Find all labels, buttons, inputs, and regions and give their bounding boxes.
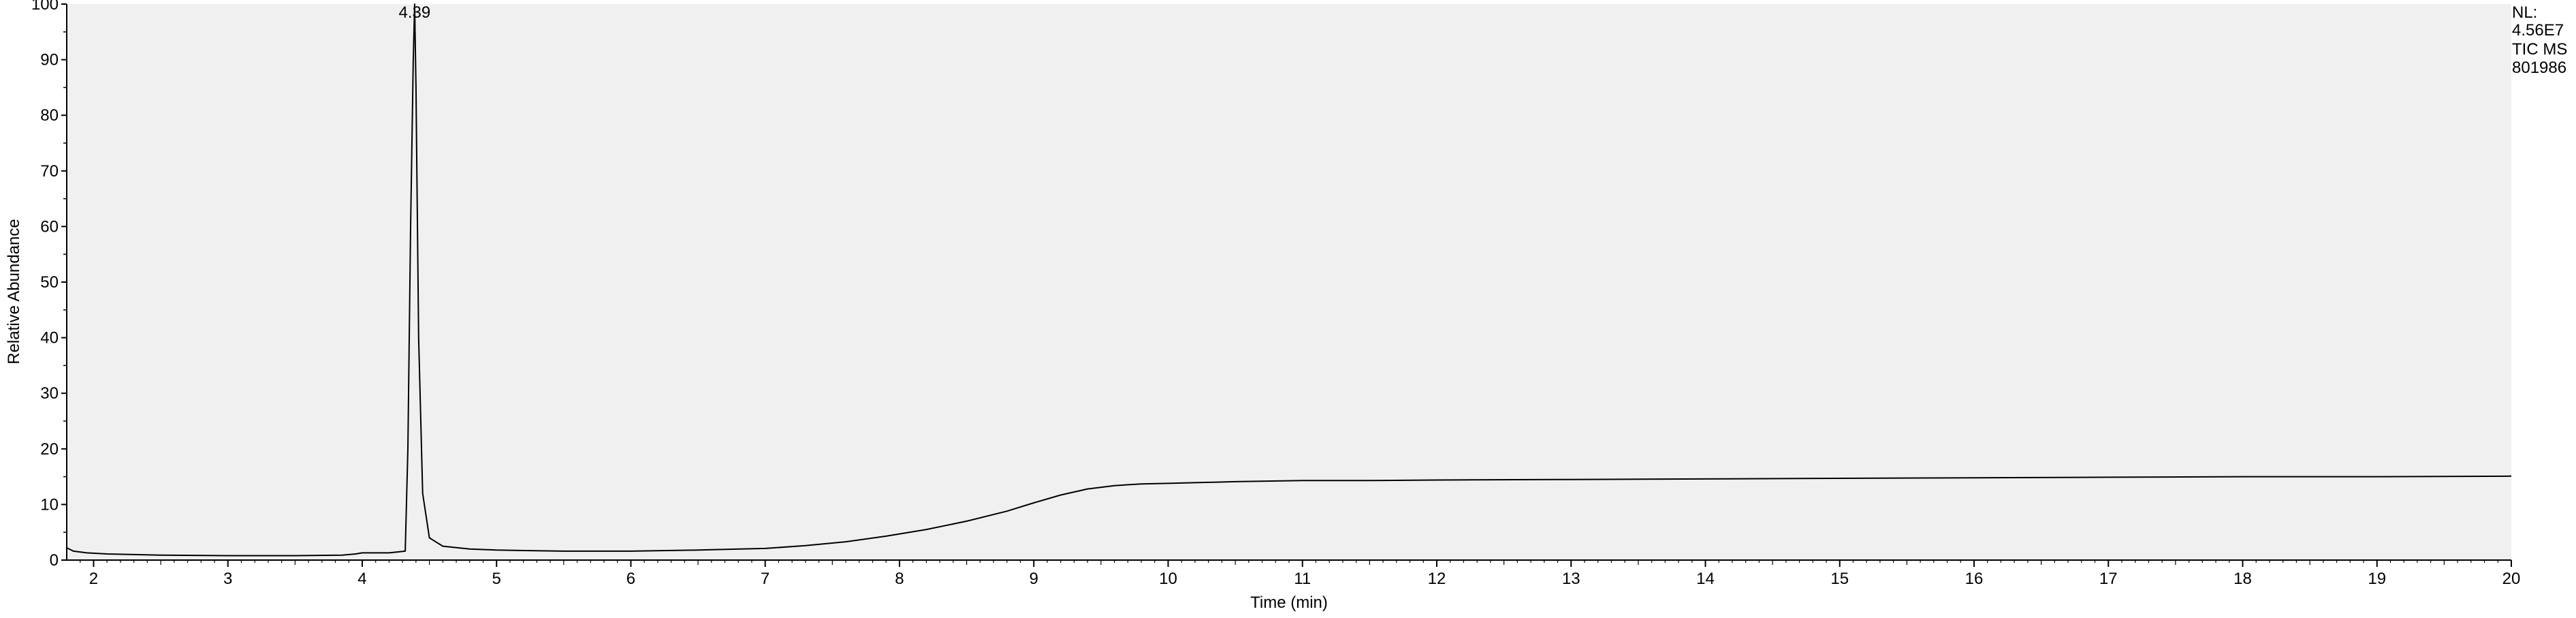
y-tick-label: 10	[40, 495, 59, 514]
y-tick-label: 50	[40, 273, 59, 292]
scan-filter-label: TIC MS	[2512, 40, 2568, 59]
x-tick-label: 11	[1294, 570, 1311, 588]
plot-background	[67, 4, 2511, 560]
y-axis-ticks: 0 10 20 30 40 50 60 70 80 90 100	[31, 0, 67, 570]
peak-annotation: 4.39	[399, 3, 431, 22]
x-tick-label: 18	[2233, 570, 2252, 588]
x-tick-label: 16	[1965, 570, 1984, 588]
x-tick-label: 10	[1159, 570, 1177, 588]
x-tick-label: 14	[1696, 570, 1715, 588]
x-axis-ticks: 2 3 4 5 6 7 8 9 10 11 12 13 14 15 16 17 18 19 20	[80, 560, 2521, 588]
x-tick-label: 15	[1830, 570, 1849, 588]
y-tick-label: 70	[40, 162, 59, 181]
x-tick-label: 3	[223, 570, 232, 588]
x-axis-label: Time (min)	[1250, 593, 1328, 612]
x-tick-label: 9	[1030, 570, 1038, 588]
y-tick-label: 40	[40, 329, 59, 347]
y-tick-label: 90	[40, 51, 59, 69]
x-tick-label: 2	[89, 570, 98, 588]
y-tick-label: 0	[50, 551, 59, 570]
x-tick-label: 17	[2099, 570, 2118, 588]
sample-id-label: 801986	[2512, 59, 2567, 77]
x-tick-label: 13	[1562, 570, 1580, 588]
x-tick-label: 20	[2502, 570, 2521, 588]
y-axis-label: Relative Abundance	[5, 219, 23, 365]
normalization-value: 4.56E7	[2512, 21, 2564, 40]
y-tick-label: 30	[40, 384, 59, 403]
normalization-label: NL:	[2512, 3, 2538, 22]
x-tick-label: 6	[626, 570, 635, 588]
x-tick-label: 8	[895, 570, 904, 588]
series-line-0	[66, 3, 2512, 557]
x-tick-label: 4	[357, 570, 366, 588]
x-tick-label: 12	[1428, 570, 1446, 588]
y-tick-label: 80	[40, 106, 59, 125]
x-tick-label: 19	[2368, 570, 2386, 588]
y-tick-label: 100	[31, 0, 59, 14]
x-tick-label: 7	[761, 570, 769, 588]
y-tick-label: 20	[40, 440, 59, 459]
x-tick-label: 5	[492, 570, 501, 588]
y-tick-label: 60	[40, 217, 59, 236]
series-layer	[66, 3, 2512, 557]
